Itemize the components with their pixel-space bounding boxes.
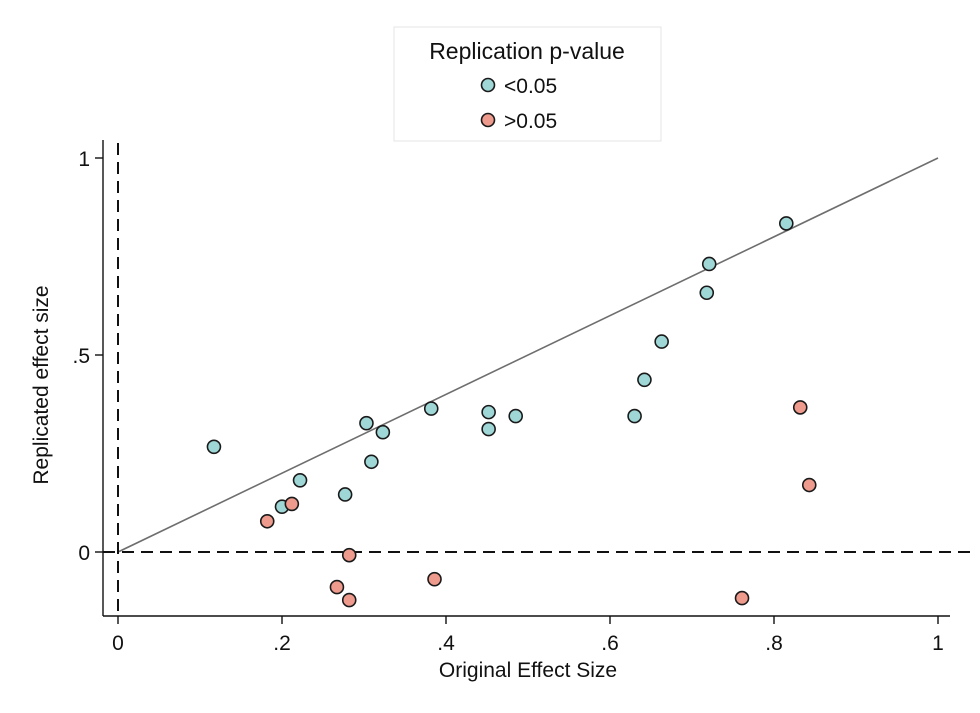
y-tick-label: 0 [78,542,90,565]
point-p-below-005 [337,487,353,502]
legend-box [393,26,662,142]
axes [95,140,950,624]
point-p-below-005 [292,472,308,488]
legend-marker-above-005 [480,112,496,128]
x-tick-label: .6 [601,632,619,655]
point-p-above-005 [341,592,357,608]
point-p-below-005 [375,424,391,440]
point-p-below-005 [481,404,496,420]
point-p-below-005 [654,334,669,349]
point-p-above-005 [284,496,300,512]
point-p-above-005 [792,400,808,415]
legend-marker-below-005 [480,77,496,93]
reference-lines [103,143,976,616]
point-p-above-005 [259,513,275,529]
point-p-below-005 [701,256,717,272]
point-p-above-005 [427,571,442,587]
x-tick-label: .4 [437,632,455,655]
point-p-below-005 [627,408,642,424]
data-points [206,216,817,608]
point-p-below-005 [423,401,439,416]
y-axis-title: Replicated effect size [30,285,53,484]
legend-label-above-005: >0.05 [504,110,557,133]
point-p-below-005 [364,454,379,470]
x-tick-label: .8 [765,632,783,655]
tick-labels: 0 .2 .4 .6 .8 1 0 .5 1 [72,148,943,655]
point-p-below-005 [699,285,715,301]
identity-line [117,157,939,553]
x-axis-title: Original Effect Size [439,659,617,682]
x-tick-label: 1 [932,632,944,655]
legend-title: Replication p-value [429,38,625,64]
y-tick-label: .5 [72,345,90,368]
point-p-below-005 [481,421,496,437]
point-p-above-005 [801,477,817,493]
y-tick-label: 1 [78,148,90,171]
point-p-below-005 [359,415,374,431]
point-p-above-005 [329,579,345,595]
point-p-above-005 [734,590,750,606]
point-p-below-005 [637,372,652,388]
point-p-below-005 [508,408,524,424]
legend: Replication p-value <0.05 >0.05 [393,26,662,142]
x-tick-label: .2 [273,632,291,655]
legend-label-below-005: <0.05 [504,75,557,98]
point-p-below-005 [778,216,794,231]
x-tick-label: 0 [112,632,124,655]
point-p-below-005 [206,439,222,455]
point-p-above-005 [341,547,357,563]
